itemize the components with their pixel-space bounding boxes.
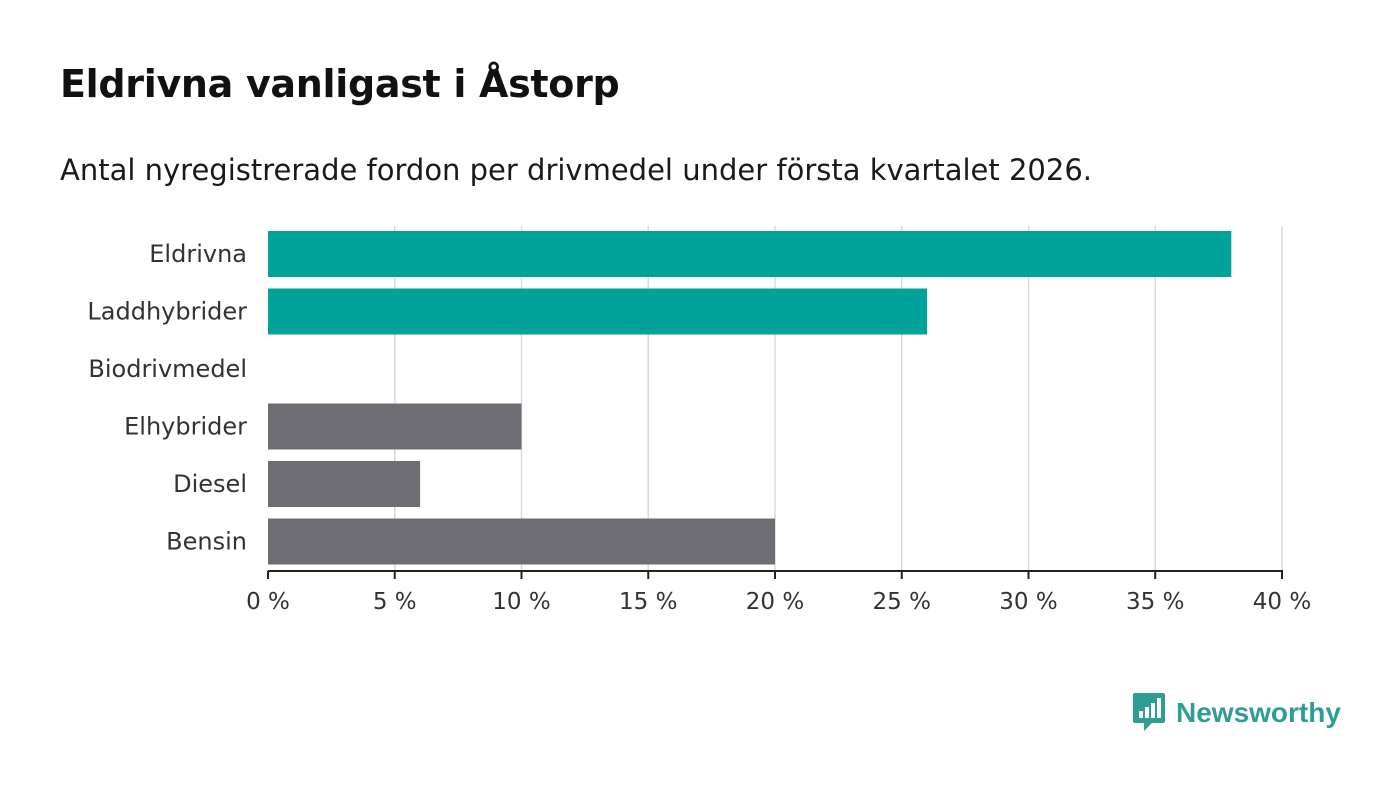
category-label-diesel: Diesel [173, 470, 247, 498]
category-label-biodrivmedel: Biodrivmedel [88, 355, 247, 383]
bars [268, 231, 1232, 565]
bar-eldrivna [268, 231, 1232, 277]
gridlines [394, 226, 1283, 571]
category-labels: Eldrivna Laddhybrider Biodrivmedel Elhybrid… [87, 240, 247, 556]
x-tick-label-30: 30 % [999, 589, 1057, 615]
category-label-bensin: Bensin [166, 528, 247, 556]
bar-laddhybrider [268, 288, 928, 335]
chart-subtitle: Antal nyregistrerade fordon per drivmede… [60, 153, 1093, 187]
chart-title: Eldrivna vanligast i Åstorp [60, 62, 620, 106]
bar-elhybrider [268, 403, 522, 450]
x-tick-label-10: 10 % [492, 589, 550, 615]
x-tick-label-25: 25 % [873, 589, 931, 615]
x-tick-label-15: 15 % [619, 589, 677, 615]
newsworthy-logo: Newsworthy [1132, 691, 1341, 735]
x-tick-label-0: 0 % [246, 589, 290, 615]
x-tick-label-20: 20 % [746, 589, 804, 615]
category-label-eldrivna: Eldrivna [149, 240, 247, 268]
bar-diesel [268, 461, 421, 507]
category-label-elhybrider: Elhybrider [124, 413, 247, 441]
bar-bensin [268, 518, 775, 565]
x-tick-label-5: 5 % [373, 589, 417, 615]
logo-text: Newsworthy [1176, 697, 1341, 728]
category-label-laddhybrider: Laddhybrider [87, 298, 247, 326]
x-axis: 0 % 5 % 10 % 15 % 20 % 25 % 30 % 35 % 40 % [246, 570, 1311, 615]
x-tick-label-35: 35 % [1126, 589, 1184, 615]
x-tick-label-40: 40 % [1253, 589, 1311, 615]
bar-chart-speech-bubble-icon [1133, 693, 1165, 731]
